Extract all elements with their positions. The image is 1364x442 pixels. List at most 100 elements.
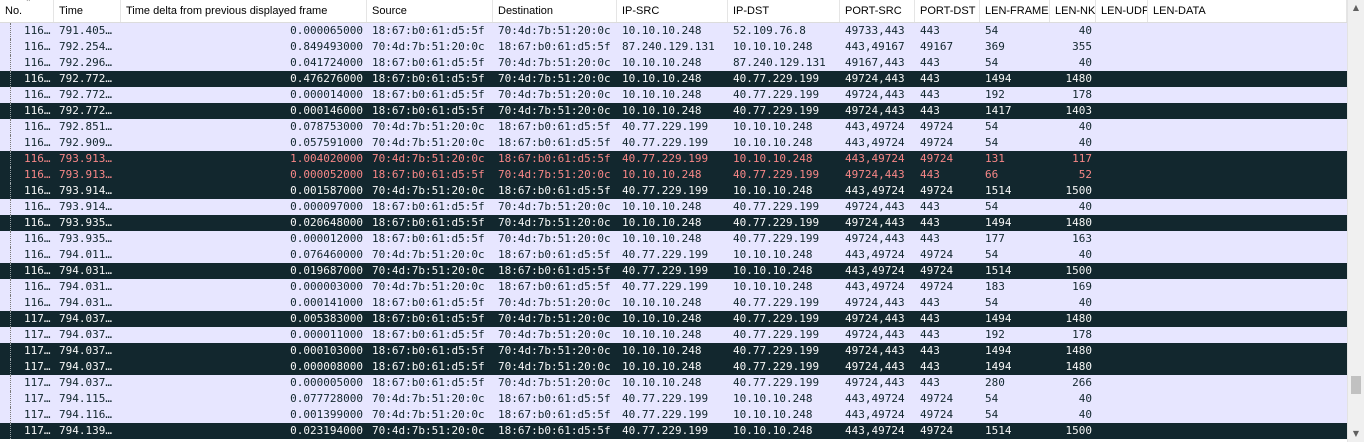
cell-lenudp (1096, 39, 1148, 55)
cell-lendata (1148, 279, 1347, 295)
cell-time: 794.037… (59, 328, 112, 341)
cell-ipsrc: 40.77.229.199 (622, 264, 709, 277)
packet-row[interactable]: 116… 791.405… 0.000065000 18:67:b0:61:d5:5f… (0, 23, 1347, 39)
cell-time: 792.851… (59, 120, 112, 133)
scrollbar-thumb[interactable] (1351, 376, 1361, 394)
cell-lenudp (1096, 247, 1148, 263)
packet-row[interactable]: 116… 793.935… 0.000012000 18:67:b0:61:d5:5f… (0, 231, 1347, 247)
cell-ipdst: 10.10.10.248 (733, 136, 813, 149)
packet-row[interactable]: 116… 792.772… 0.000146000 18:67:b0:61:d5:5f… (0, 103, 1347, 119)
cell-lennk: 117 (1072, 152, 1092, 165)
packet-row[interactable]: 116… 792.296… 0.041724000 18:67:b0:61:d5:5f… (0, 55, 1347, 71)
cell-portsrc: 443,49724 (845, 248, 905, 261)
packet-row[interactable]: 116… 792.909… 0.057591000 70:4d:7b:51:20:0c… (0, 135, 1347, 151)
cell-lenframe: 1494 (985, 312, 1012, 325)
cell-ipdst: 10.10.10.248 (733, 408, 813, 421)
cell-lendata (1148, 263, 1347, 279)
vertical-scrollbar[interactable]: ▲ ▼ (1347, 0, 1364, 442)
packet-row[interactable]: 116… 792.851… 0.078753000 70:4d:7b:51:20:0c… (0, 119, 1347, 135)
cell-ipsrc: 40.77.229.199 (622, 248, 709, 261)
packet-row[interactable]: 116… 794.031… 0.000003000 70:4d:7b:51:20:0c… (0, 279, 1347, 295)
packet-row[interactable]: 117… 794.037… 0.000103000 18:67:b0:61:d5:5f… (0, 343, 1347, 359)
column-header-lendata[interactable]: LEN-DATA (1148, 0, 1347, 22)
cell-ipdst: 40.77.229.199 (733, 200, 820, 213)
cell-lennk: 1480 (1065, 312, 1093, 325)
cell-no: 117… (24, 376, 51, 389)
column-header-time[interactable]: Time (54, 0, 121, 22)
packet-row[interactable]: 116… 794.011… 0.076460000 70:4d:7b:51:20:0c… (0, 247, 1347, 263)
column-header-src[interactable]: Source (367, 0, 493, 22)
scroll-down-arrow-icon[interactable]: ▼ (1352, 429, 1360, 438)
cell-no: 116… (24, 296, 51, 309)
cell-lenframe: 54 (985, 296, 999, 309)
cell-portsrc: 49724,443 (845, 232, 905, 245)
column-header-no[interactable]: No. (0, 0, 54, 22)
cell-time: 792.909… (59, 136, 112, 149)
cell-portsrc: 49724,443 (845, 200, 905, 213)
cell-ipdst: 10.10.10.248 (733, 392, 813, 405)
packet-row[interactable]: 117… 794.037… 0.000005000 18:67:b0:61:d5:5f… (0, 375, 1347, 391)
cell-src: 70:4d:7b:51:20:0c (372, 136, 485, 149)
cell-lennk: 1480 (1065, 344, 1093, 357)
column-header-lenframe[interactable]: LEN-FRAME (980, 0, 1050, 22)
cell-lenframe: 1494 (985, 216, 1012, 229)
cell-ipdst: 40.77.229.199 (733, 344, 820, 357)
cell-no: 116… (24, 24, 51, 37)
column-header-portdst[interactable]: PORT-DST (915, 0, 980, 22)
column-header-ipdst[interactable]: IP-DST (728, 0, 840, 22)
packet-row[interactable]: 117… 794.116… 0.001399000 70:4d:7b:51:20:0c… (0, 407, 1347, 423)
packet-row[interactable]: 116… 794.031… 0.019687000 70:4d:7b:51:20:0c… (0, 263, 1347, 279)
packet-row[interactable]: 116… 792.772… 0.476276000 18:67:b0:61:d5:5f… (0, 71, 1347, 87)
packet-row[interactable]: 116… 793.914… 0.001587000 70:4d:7b:51:20:0c… (0, 183, 1347, 199)
packet-row[interactable]: 116… 793.913… 0.000052000 18:67:b0:61:d5:5f… (0, 167, 1347, 183)
cell-portsrc: 443,49724 (845, 408, 905, 421)
cell-no: 116… (24, 168, 51, 181)
cell-lenudp (1096, 151, 1148, 167)
packet-row[interactable]: 117… 794.037… 0.000011000 18:67:b0:61:d5:5f… (0, 327, 1347, 343)
packet-row[interactable]: 116… 793.913… 1.004020000 70:4d:7b:51:20:0c… (0, 151, 1347, 167)
cell-lendata (1148, 327, 1347, 343)
column-header-ipsrc[interactable]: IP-SRC (617, 0, 728, 22)
cell-ipdst: 10.10.10.248 (733, 424, 813, 437)
cell-portsrc: 49167,443 (845, 56, 905, 69)
column-header-dst[interactable]: Destination (493, 0, 617, 22)
cell-lenframe: 54 (985, 408, 999, 421)
column-header-portsrc[interactable]: PORT-SRC (840, 0, 915, 22)
packet-row[interactable]: 117… 794.037… 0.000008000 18:67:b0:61:d5:5f… (0, 359, 1347, 375)
cell-dst: 70:4d:7b:51:20:0c (498, 56, 611, 69)
related-packet-line-icon (10, 327, 12, 343)
cell-time: 792.254… (59, 40, 112, 53)
cell-src: 18:67:b0:61:d5:5f (372, 72, 485, 85)
cell-lennk: 1500 (1065, 184, 1093, 197)
packet-row[interactable]: 116… 792.254… 0.849493000 70:4d:7b:51:20:0c… (0, 39, 1347, 55)
packet-row[interactable]: 116… 792.772… 0.000014000 18:67:b0:61:d5:5f… (0, 87, 1347, 103)
cell-ipsrc: 10.10.10.248 (622, 200, 702, 213)
cell-lendata (1148, 295, 1347, 311)
packet-row[interactable]: 117… 794.115… 0.077728000 70:4d:7b:51:20:0c… (0, 391, 1347, 407)
packet-row[interactable]: 117… 794.139… 0.023194000 70:4d:7b:51:20:0c… (0, 423, 1347, 439)
packet-row[interactable]: 116… 793.935… 0.020648000 18:67:b0:61:d5:5f… (0, 215, 1347, 231)
cell-ipdst: 87.240.129.131 (733, 56, 826, 69)
related-packet-line-icon (10, 423, 12, 439)
column-header-lennk[interactable]: LEN-NK (1050, 0, 1096, 22)
cell-dst: 18:67:b0:61:d5:5f (498, 248, 611, 261)
packet-row[interactable]: 116… 794.031… 0.000141000 18:67:b0:61:d5:5f… (0, 295, 1347, 311)
cell-portsrc: 443,49724 (845, 184, 905, 197)
cell-lennk: 1480 (1065, 360, 1093, 373)
cell-no: 116… (24, 120, 51, 133)
column-header-lenudp[interactable]: LEN-UDP (1096, 0, 1148, 22)
cell-lendata (1148, 391, 1347, 407)
scroll-up-arrow-icon[interactable]: ▲ (1352, 3, 1360, 12)
column-header-delta[interactable]: Time delta from previous displayed frame (121, 0, 367, 22)
cell-portdst: 49724 (920, 264, 954, 277)
cell-lenudp (1096, 71, 1148, 87)
cell-lenudp (1096, 407, 1148, 423)
related-packet-line-icon (10, 375, 12, 391)
cell-lenudp (1096, 295, 1148, 311)
cell-portdst: 443 (920, 216, 940, 229)
packet-row[interactable]: 116… 793.914… 0.000097000 18:67:b0:61:d5:5f… (0, 199, 1347, 215)
cell-lenframe: 1494 (985, 344, 1012, 357)
cell-ipdst: 40.77.229.199 (733, 328, 820, 341)
packet-row[interactable]: 117… 794.037… 0.005383000 18:67:b0:61:d5:5f… (0, 311, 1347, 327)
